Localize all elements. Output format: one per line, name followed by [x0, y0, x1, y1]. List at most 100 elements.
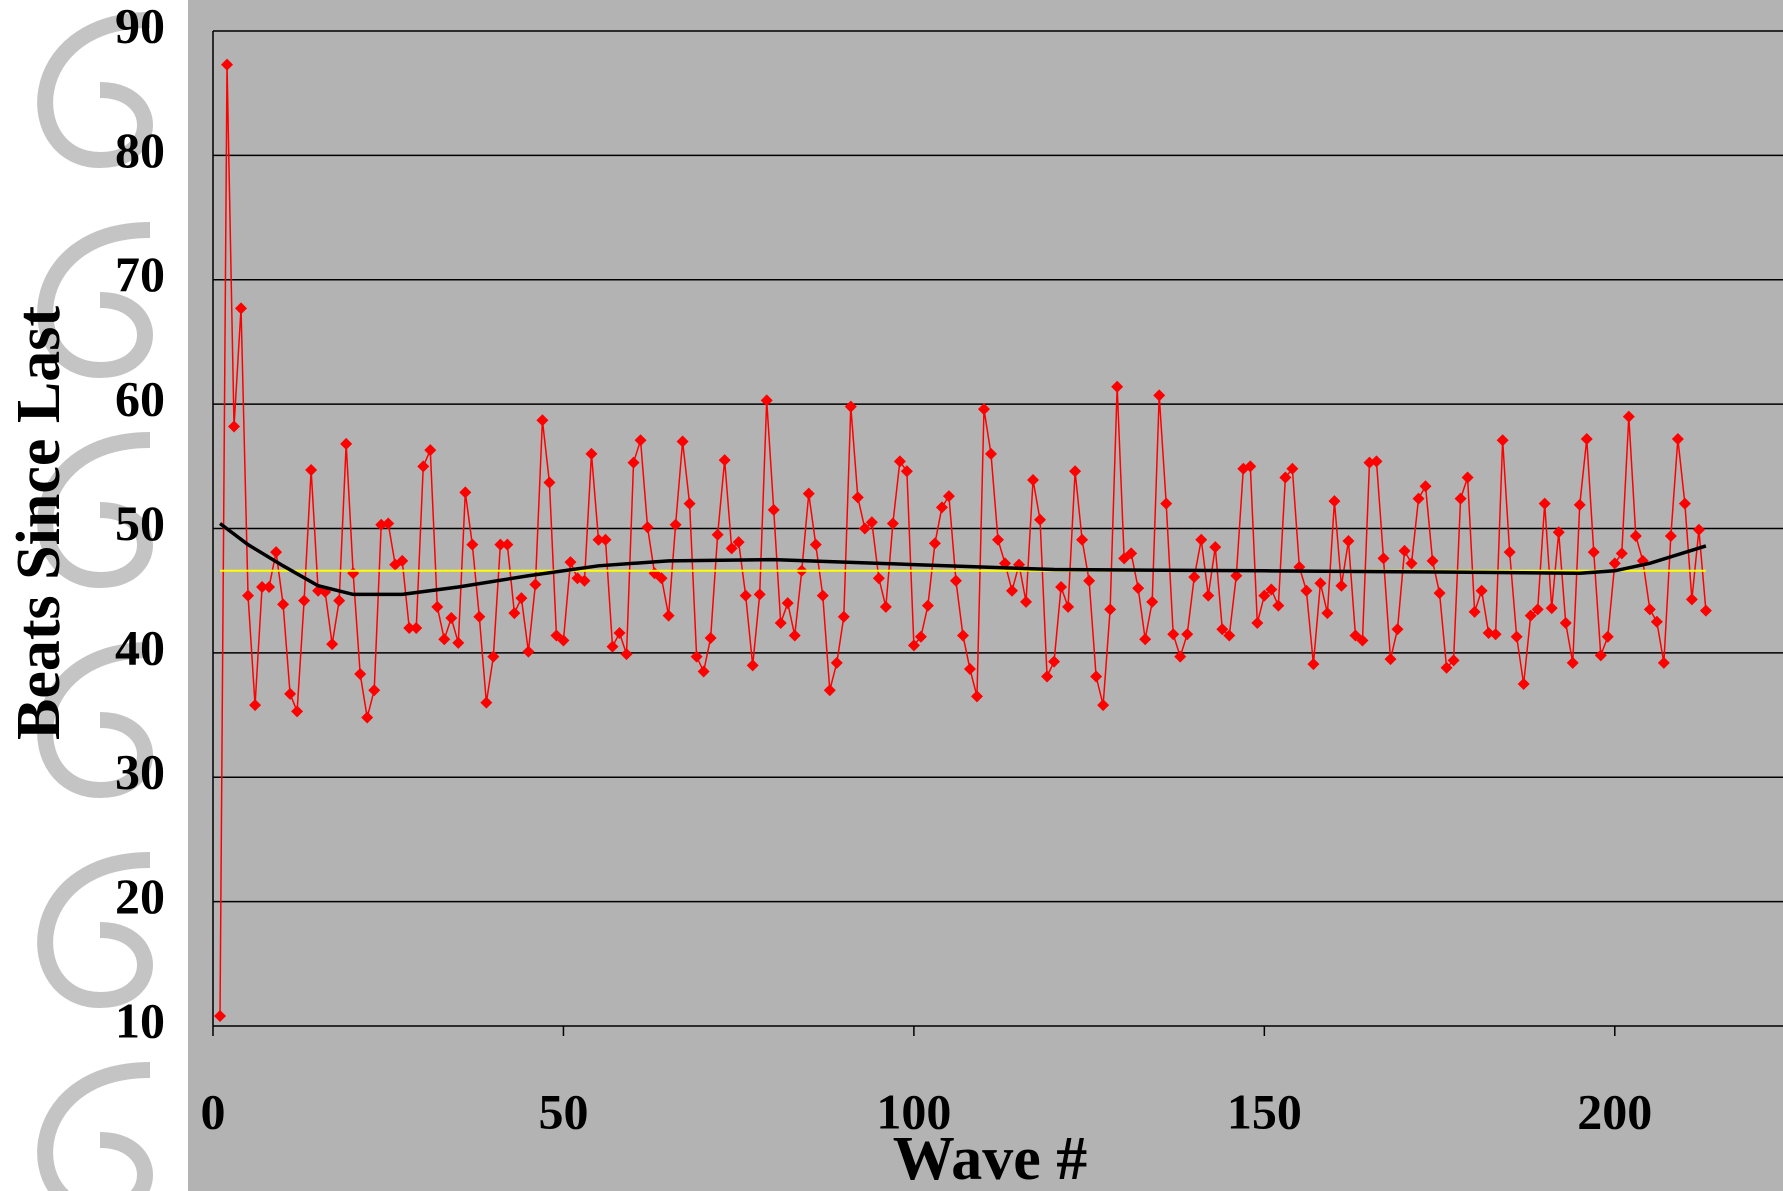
data-point — [1356, 634, 1369, 647]
x-tick-label: 150 — [1227, 1083, 1302, 1139]
data-point — [1020, 595, 1033, 608]
data-point — [963, 663, 976, 676]
data-point — [977, 403, 990, 416]
data-point — [809, 538, 822, 551]
data-point — [992, 533, 1004, 546]
data-point — [361, 711, 374, 724]
data-point — [746, 659, 759, 672]
data-point — [928, 537, 941, 550]
data-point — [1300, 584, 1313, 597]
data-point — [767, 503, 780, 516]
data-point — [1643, 603, 1656, 616]
y-axis-title: Beats Since Last — [5, 306, 73, 740]
data-point — [235, 302, 248, 315]
data-point — [1272, 599, 1285, 612]
data-point — [1202, 589, 1215, 602]
data-point — [1062, 600, 1075, 613]
data-point — [1209, 541, 1222, 554]
data-point — [1671, 432, 1684, 445]
data-point — [627, 456, 640, 469]
data-point — [1027, 473, 1040, 486]
data-point — [1412, 492, 1425, 505]
data-point — [1048, 655, 1061, 668]
data-point — [1510, 630, 1523, 643]
data-point — [1538, 497, 1551, 510]
data-point — [1104, 603, 1117, 616]
data-point — [284, 687, 297, 700]
data-point — [942, 490, 955, 503]
data-point — [879, 600, 892, 613]
data-point — [1405, 557, 1418, 570]
y-tick-label: 60 — [115, 371, 165, 427]
data-point — [249, 699, 262, 712]
data-point — [753, 588, 766, 601]
data-point — [242, 589, 255, 602]
data-point — [718, 454, 731, 467]
data-point — [480, 696, 493, 709]
data-point — [1433, 587, 1446, 600]
data-point — [676, 435, 689, 448]
data-point — [592, 533, 605, 546]
data-point — [1160, 497, 1173, 510]
data-point — [1587, 546, 1600, 559]
data-point — [1426, 554, 1439, 567]
data-point — [613, 626, 626, 639]
x-tick-label: 50 — [538, 1083, 588, 1139]
data-point — [697, 665, 710, 678]
data-point — [1489, 628, 1502, 641]
data-point — [536, 414, 549, 427]
data-point — [1384, 653, 1397, 666]
data-point — [893, 455, 906, 468]
data-point — [921, 599, 934, 612]
data-point — [1608, 557, 1621, 570]
data-point — [1251, 617, 1264, 630]
data-point — [1699, 604, 1712, 617]
data-point — [1377, 552, 1390, 565]
data-point — [935, 501, 948, 514]
data-point — [424, 444, 437, 457]
data-point — [277, 598, 290, 611]
data-point — [1650, 615, 1663, 628]
data-point — [1370, 455, 1383, 468]
data-point — [291, 705, 304, 718]
y-tick-label: 90 — [115, 0, 165, 53]
data-point — [382, 517, 395, 530]
data-point — [543, 476, 556, 489]
data-point — [634, 434, 647, 447]
data-point — [1580, 432, 1593, 445]
data-point — [396, 554, 409, 567]
data-point — [1447, 654, 1460, 667]
data-point — [473, 610, 486, 623]
data-point — [1398, 544, 1411, 557]
data-point — [1195, 533, 1208, 546]
data-point — [340, 437, 353, 450]
data-point — [844, 400, 857, 413]
data-point — [704, 631, 717, 644]
data-point — [305, 464, 318, 477]
x-tick-label: 0 — [201, 1083, 226, 1139]
data-point — [1279, 471, 1292, 484]
data-point — [1034, 513, 1047, 526]
data-point — [326, 638, 339, 651]
data-point — [732, 536, 745, 549]
data-point — [865, 516, 878, 529]
data-point — [494, 538, 507, 551]
data-point — [837, 610, 850, 623]
data-point — [655, 572, 668, 585]
data-point — [1244, 460, 1257, 473]
data-point — [263, 580, 276, 593]
data-point — [417, 460, 430, 473]
data-point — [858, 522, 871, 535]
data-point — [1524, 609, 1537, 622]
data-point — [445, 612, 458, 625]
data-point — [1314, 577, 1327, 590]
data-point — [1174, 650, 1187, 663]
data-point — [914, 630, 927, 643]
data-point — [1503, 546, 1516, 559]
data-point — [641, 521, 654, 534]
data-point — [739, 589, 752, 602]
data-point — [256, 580, 269, 593]
data-point — [1517, 677, 1530, 690]
data-point — [1181, 628, 1194, 641]
y-tick-label: 20 — [115, 868, 165, 924]
